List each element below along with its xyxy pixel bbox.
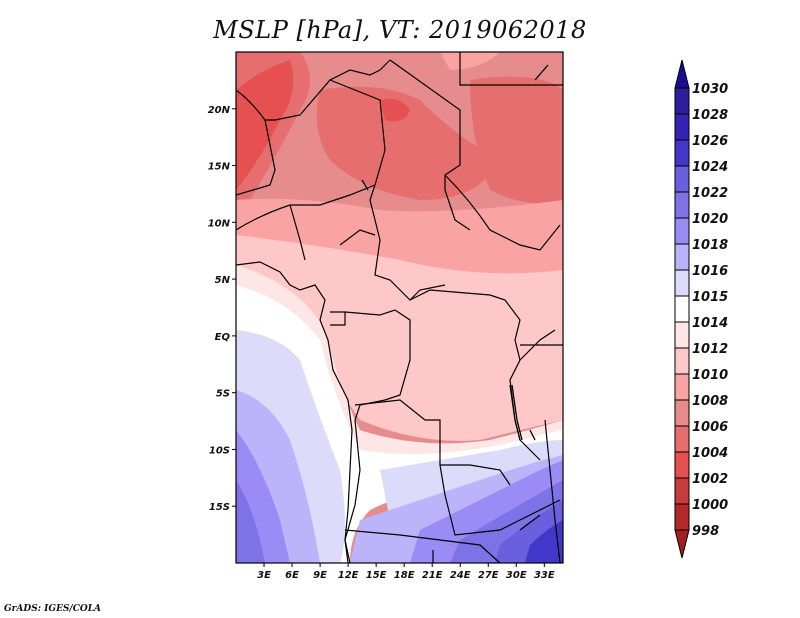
colorbar-swatch: [674, 87, 690, 115]
lon-tick-label: 15E: [366, 570, 387, 581]
grads-credit: GrADS: IGES/COLA: [4, 604, 102, 614]
colorbar-label: 1026: [692, 134, 728, 149]
field-low-central: [316, 86, 500, 200]
colorbar-label: 1016: [692, 264, 728, 279]
lon-tick-label: 27E: [478, 570, 499, 581]
colorbar-label: 1022: [692, 186, 728, 201]
colorbar-label: 1008: [692, 394, 728, 409]
lat-tick-label: 15N: [208, 162, 231, 173]
colorbar-swatch: [674, 451, 690, 479]
colorbar-swatch: [674, 217, 690, 245]
colorbar-label: 1012: [692, 342, 728, 357]
field-1012-region: [236, 235, 563, 441]
colorbar-label: 1002: [692, 472, 728, 487]
lon-tick-label: 9E: [313, 570, 327, 581]
colorbar-label: 998: [692, 524, 719, 539]
colorbar-swatch: [674, 477, 690, 505]
lat-tick-label: 5S: [216, 389, 230, 400]
field-1022-sw: [236, 480, 265, 563]
colorbar-label: 1014: [692, 316, 728, 331]
colorbar: 1030 1028 1026 1024 1022 1020 1018 1016 1015 1014…: [674, 59, 728, 559]
lon-tick-label: 18E: [394, 570, 415, 581]
colorbar-label: 1015: [692, 290, 728, 305]
colorbar-swatch: [674, 139, 690, 167]
lon-tick-label: 24E: [450, 570, 471, 581]
colorbar-swatch: [674, 243, 690, 271]
colorbar-swatch: [674, 503, 690, 531]
lakes: [361, 64, 549, 531]
colorbar-swatch: [674, 191, 690, 219]
colorbar-bottom-arrow: [674, 529, 690, 559]
colorbar-label: 1030: [692, 82, 728, 97]
lat-tick-label: 10S: [209, 445, 230, 456]
lon-tick-label: 21E: [422, 570, 443, 581]
chart-title: MSLP [hPa], VT: 2019062018: [213, 16, 587, 44]
colorbar-swatch: [674, 113, 690, 141]
field-low-nw-core: [236, 60, 294, 190]
field-1010-band: [236, 198, 563, 284]
colorbar-swatch: [674, 347, 690, 375]
colorbar-label: 1018: [692, 238, 728, 253]
lon-tick-label: 33E: [534, 570, 555, 581]
colorbar-swatch: [674, 373, 690, 401]
lat-tick-label: EQ: [215, 332, 231, 343]
colorbar-swatch: [674, 399, 690, 427]
colorbar-label: 1024: [692, 160, 728, 175]
colorbar-label: 1028: [692, 108, 728, 123]
colorbar-label: 1004: [692, 446, 728, 461]
colorbar-label: 1020: [692, 212, 728, 227]
field-1010-north: [440, 52, 500, 70]
colorbar-swatch: [674, 425, 690, 453]
colorbar-label: 1010: [692, 368, 728, 383]
lat-tick-label: 5N: [215, 275, 231, 286]
colorbar-swatch: [674, 165, 690, 193]
map-frame: [235, 51, 564, 564]
field-1026-se: [525, 520, 563, 563]
colorbar-label: 1006: [692, 420, 728, 435]
lon-tick-label: 3E: [257, 570, 271, 581]
lat-tick-label: 10N: [208, 218, 231, 229]
colorbar-top-arrow: [674, 59, 690, 89]
colorbar-label: 1000: [692, 498, 728, 513]
colorbar-swatch: [674, 295, 690, 323]
colorbar-swatch: [674, 269, 690, 297]
coastline: [236, 261, 353, 563]
map-axes: 3E 6E 9E 12E 15E 18E 21E 24E 27E 30E 33E 20N 15N 10N 5…: [208, 105, 555, 581]
lon-tick-label: 12E: [338, 570, 359, 581]
lat-tick-label: 20N: [208, 105, 231, 116]
field-low-ne: [470, 76, 563, 204]
colorbar-swatch: [674, 321, 690, 349]
lon-tick-label: 6E: [285, 570, 299, 581]
pressure-field: [236, 52, 563, 563]
lon-tick-label: 30E: [506, 570, 527, 581]
field-low-central-core: [380, 98, 410, 122]
lat-tick-label: 15S: [209, 502, 230, 513]
